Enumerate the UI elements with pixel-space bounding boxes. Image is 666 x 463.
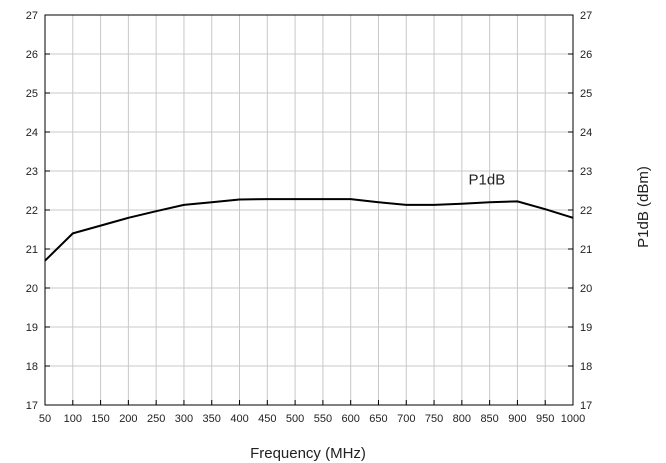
y-tick-label-right: 21	[580, 244, 592, 256]
x-tick-label: 350	[203, 413, 221, 425]
y-tick-labels-left: 17 18 19 20 21 22 23 24 25 26 27	[26, 10, 38, 412]
y-tick-label-left: 23	[26, 166, 38, 178]
x-tick-label: 50	[39, 413, 51, 425]
x-tick-label: 650	[369, 413, 387, 425]
x-tick-label: 400	[230, 413, 248, 425]
x-tick-label: 300	[175, 413, 193, 425]
y-tick-label-right: 27	[580, 10, 592, 22]
y-tick-label-right: 19	[580, 322, 592, 334]
y-axis-title-right: P1dB (dBm)	[635, 166, 652, 248]
series	[44, 198, 574, 262]
y-tick-label-left: 19	[26, 322, 38, 334]
y-tick-label-right: 24	[580, 127, 592, 139]
y-tick-label-right: 23	[580, 166, 592, 178]
y-tick-label-left: 20	[26, 283, 38, 295]
x-axis-title: Frequency (MHz)	[250, 445, 366, 462]
y-tick-label-left: 27	[26, 10, 38, 22]
x-tick-label: 700	[397, 413, 415, 425]
x-tick-label: 250	[147, 413, 165, 425]
x-tick-label: 450	[258, 413, 276, 425]
tick-marks	[44, 14, 574, 406]
y-tick-label-right: 22	[580, 205, 592, 217]
y-tick-label-right: 25	[580, 88, 592, 100]
y-tick-label-left: 22	[26, 205, 38, 217]
x-tick-label: 1000	[561, 413, 585, 425]
x-tick-label: 150	[91, 413, 109, 425]
series-label-p1db: P1dB	[469, 172, 506, 189]
x-tick-label: 950	[536, 413, 554, 425]
y-tick-label-right: 20	[580, 283, 592, 295]
x-tick-label: 800	[453, 413, 471, 425]
x-tick-labels: 50 100 150 200 250 300 350 400 450 500 550 600 650 70…	[39, 413, 585, 425]
y-tick-label-right: 17	[580, 400, 592, 412]
y-tick-labels-right: 17 18 19 20 21 22 23 24 25 26 27	[580, 10, 592, 412]
x-tick-label: 200	[119, 413, 137, 425]
x-tick-label: 600	[342, 413, 360, 425]
y-tick-label-left: 21	[26, 244, 38, 256]
y-tick-label-left: 24	[26, 127, 38, 139]
x-tick-label: 100	[64, 413, 82, 425]
y-tick-label-left: 18	[26, 361, 38, 373]
x-tick-label: 500	[286, 413, 304, 425]
y-tick-label-right: 18	[580, 361, 592, 373]
y-tick-label-left: 17	[26, 400, 38, 412]
y-tick-label-right: 26	[580, 49, 592, 61]
x-tick-label: 900	[508, 413, 526, 425]
x-tick-label: 750	[425, 413, 443, 425]
y-tick-label-left: 25	[26, 88, 38, 100]
y-tick-label-left: 26	[26, 49, 38, 61]
series-line-p1db	[44, 198, 574, 262]
x-tick-label: 550	[314, 413, 332, 425]
grid	[44, 14, 574, 406]
annotations: P1dB	[469, 172, 506, 189]
x-tick-label: 850	[480, 413, 498, 425]
